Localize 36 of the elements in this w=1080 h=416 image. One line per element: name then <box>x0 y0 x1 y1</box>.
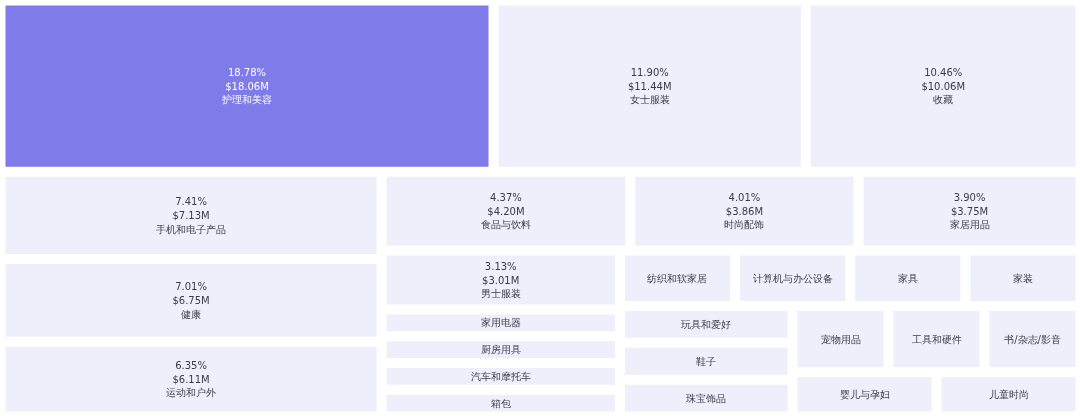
data-label: 6.35% $6.11M <box>172 359 210 385</box>
category-label: 儿童时尚 <box>988 388 1029 400</box>
data-label: 10.46% $10.06M <box>921 66 966 92</box>
category-label: 护理和美容 <box>221 94 272 106</box>
category-label: 食品与饮料 <box>480 219 531 231</box>
category-label: 健康 <box>181 308 202 320</box>
data-label: 3.13% $3.01M <box>482 260 520 286</box>
category-label: 手机和电子产品 <box>156 223 227 235</box>
data-label: 11.90% $11.44M <box>627 66 672 92</box>
category-label: 书/杂志/影音 <box>1004 333 1061 345</box>
category-label: 珠宝饰品 <box>686 392 727 404</box>
category-label: 时尚配饰 <box>724 219 765 231</box>
category-label: 玩具和爱好 <box>681 318 732 330</box>
category-label: 箱包 <box>490 397 511 409</box>
category-label: 家具 <box>897 272 918 284</box>
category-label: 纺织和软家居 <box>647 272 708 284</box>
category-label: 厨房用具 <box>480 344 521 356</box>
data-label: 4.01% $3.86M <box>725 191 764 217</box>
category-label: 婴儿与孕妇 <box>839 388 890 400</box>
data-label: 4.37% $4.20M <box>487 191 525 217</box>
category-label: 鞋子 <box>696 355 717 367</box>
category-label: 汽车和摩托车 <box>470 370 531 382</box>
data-label: 18.78% $18.06M <box>225 66 269 92</box>
category-label: 计算机与办公设备 <box>752 272 833 284</box>
data-label: 7.01% $6.75M <box>172 281 210 306</box>
category-label: 家用电器 <box>480 317 521 329</box>
category-label: 男士服装 <box>480 288 521 300</box>
category-label: 工具和硬件 <box>911 333 962 345</box>
category-label: 收藏 <box>933 94 954 106</box>
category-label: 运动和户外 <box>166 387 217 399</box>
data-label: 3.90% $3.75M <box>950 191 989 217</box>
category-label: 宠物用品 <box>820 333 861 345</box>
category-label: 家装 <box>1012 272 1033 284</box>
data-label: 7.41% $7.13M <box>172 196 210 221</box>
category-label: 女士服装 <box>629 94 670 106</box>
category-label: 家居用品 <box>949 219 990 231</box>
